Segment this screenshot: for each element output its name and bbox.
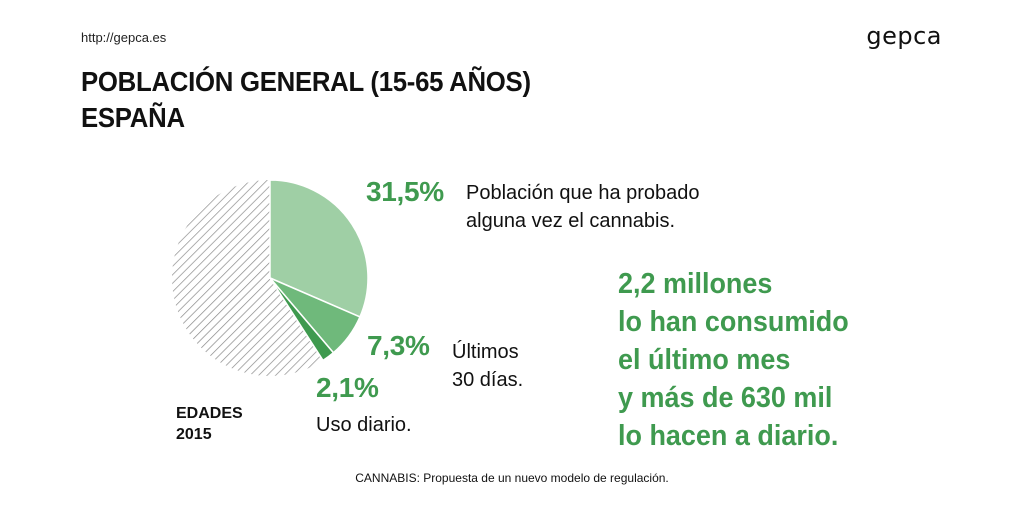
- slice-label-lifetime-desc: Población que ha probado alguna vez el c…: [466, 179, 700, 235]
- year-label: 2015: [176, 426, 212, 443]
- callout-line: lo han consumido: [618, 306, 849, 338]
- slice-label-daily-pct: 2,1%: [316, 372, 379, 403]
- callout-line: 2,2 millones: [618, 268, 773, 300]
- pie-slice-0: [269, 179, 369, 318]
- slice-label-30days-line1: Últimos: [452, 341, 519, 363]
- slice-label-30days-desc: Últimos 30 días.: [452, 338, 523, 394]
- slice-label-daily-desc: Uso diario.: [316, 414, 412, 436]
- pie-slice-2: [269, 277, 335, 362]
- page-title: POBLACIÓN GENERAL (15-65 AÑOS) ESPAÑA: [81, 64, 531, 136]
- title-line-2: ESPAÑA: [81, 102, 185, 133]
- title-line-1: POBLACIÓN GENERAL (15-65 AÑOS): [81, 66, 531, 97]
- pie-chart: [171, 179, 369, 376]
- footer-caption: CANNABIS: Propuesta de un nuevo modelo d…: [355, 471, 669, 485]
- callout-line: y más de 630 mil: [618, 382, 833, 414]
- slice-label-lifetime-pct: 31,5%: [366, 176, 444, 207]
- slice-label-30days-line2: 30 días.: [452, 369, 524, 391]
- brand-logo: gepca: [866, 22, 942, 50]
- callout-line: el último mes: [618, 344, 791, 376]
- slice-label-lifetime-line1: Población que ha probado: [466, 182, 700, 204]
- slice-label-30days-pct: 7,3%: [367, 330, 430, 361]
- callout-line: lo hacen a diario.: [618, 420, 839, 452]
- pie-slice-remainder: [171, 180, 324, 376]
- edades-label: EDADES: [176, 405, 243, 422]
- source-url: http://gepca.es: [81, 30, 167, 45]
- highlight-callout: 2,2 millones lo han consumido el último …: [618, 265, 849, 455]
- slice-label-lifetime-line2: alguna vez el cannabis.: [466, 210, 676, 232]
- age-year-label: EDADES 2015: [176, 403, 243, 445]
